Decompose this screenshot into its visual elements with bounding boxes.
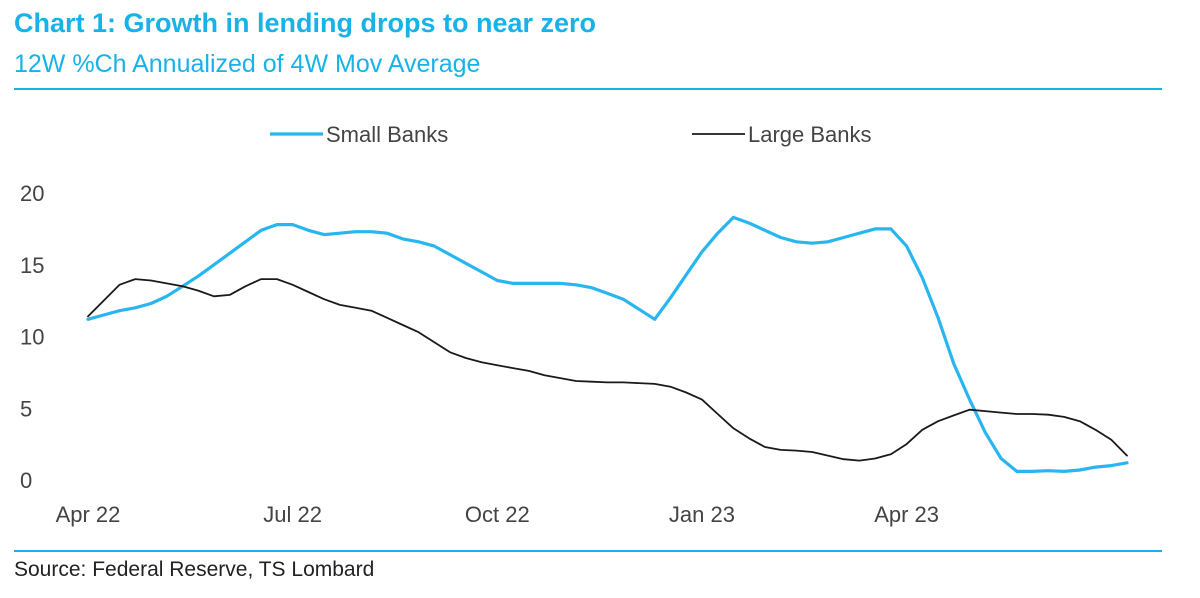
legend-label: Small Banks [326, 122, 448, 147]
chart-subtitle: 12W %Ch Annualized of 4W Mov Average [14, 50, 481, 78]
x-tick-label: Oct 22 [465, 502, 530, 527]
chart-legend: Small Banks Large Banks [270, 122, 872, 147]
y-tick-label: 15 [20, 253, 44, 278]
header-divider [14, 88, 1162, 90]
x-tick-label: Jul 22 [263, 502, 322, 527]
series-line-large-banks [87, 278, 1128, 462]
y-axis: 0 5 10 15 20 [20, 181, 44, 493]
source-note: Source: Federal Reserve, TS Lombard [14, 558, 375, 581]
chart-title: Chart 1: Growth in lending drops to near… [14, 8, 597, 38]
y-tick-label: 10 [20, 325, 44, 350]
y-tick-label: 5 [20, 396, 32, 421]
plot-area [86, 215, 1129, 473]
footer-divider [14, 550, 1162, 552]
x-axis: Apr 22 Jul 22 Oct 22 Jan 23 Apr 23 [56, 502, 939, 527]
series-line-small-banks [86, 215, 1129, 473]
y-tick-label: 20 [20, 181, 44, 206]
x-tick-label: Apr 23 [874, 502, 939, 527]
y-tick-label: 0 [20, 468, 32, 493]
x-tick-label: Jan 23 [669, 502, 735, 527]
x-tick-label: Apr 22 [56, 502, 121, 527]
legend-label: Large Banks [748, 122, 872, 147]
